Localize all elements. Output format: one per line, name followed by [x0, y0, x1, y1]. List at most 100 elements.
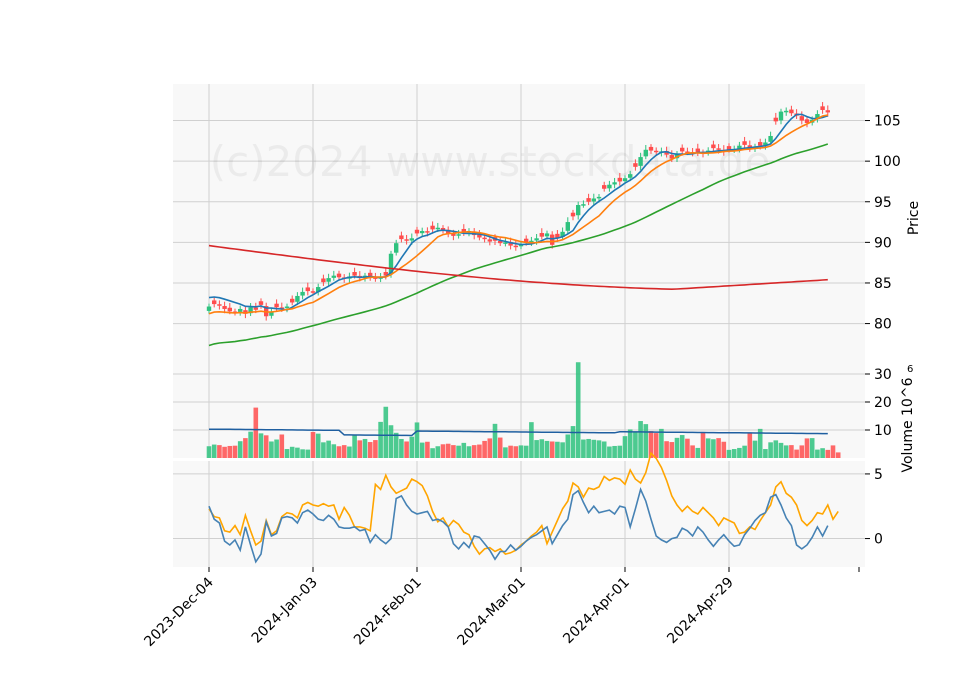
- volume-bar: [768, 442, 773, 458]
- volume-bar: [352, 435, 357, 458]
- candle-body: [669, 155, 674, 159]
- indicator-lines: [208, 451, 839, 564]
- candle-body: [451, 233, 456, 236]
- volume-bar: [326, 440, 331, 458]
- volume-bar: [731, 449, 737, 458]
- candle-body: [279, 307, 284, 309]
- candle-body: [425, 231, 430, 233]
- volume-bar: [310, 431, 316, 458]
- volume-bar: [575, 362, 581, 458]
- volume-bar: [378, 421, 383, 458]
- candle-body: [399, 235, 404, 240]
- y-tick-label: 100: [874, 154, 901, 170]
- candle-body: [726, 146, 732, 150]
- volume-bar: [347, 446, 352, 458]
- candle-body: [633, 163, 638, 167]
- volume-bar: [705, 438, 711, 458]
- volume-bar: [586, 438, 591, 458]
- y-tick-label: 5: [874, 467, 883, 483]
- volume-bar: [321, 442, 326, 458]
- volume-bar: [622, 436, 628, 458]
- volume-bar: [726, 449, 732, 458]
- candle-body: [212, 300, 217, 305]
- volume-axis-label: Volume 10^6: [900, 377, 916, 472]
- volume-bar: [206, 446, 212, 458]
- candle-body: [487, 239, 492, 242]
- volume-bar: [430, 448, 435, 458]
- y-tick-label: 30: [874, 367, 892, 383]
- volume-bar: [835, 452, 841, 458]
- candle-body: [529, 240, 534, 243]
- candle-body: [742, 141, 747, 145]
- volume-bar: [757, 428, 763, 458]
- volume-bar: [737, 447, 742, 458]
- y-tick-label: 105: [874, 114, 901, 130]
- candle-body: [368, 272, 373, 277]
- candle-body: [435, 227, 440, 230]
- volume-bar: [295, 447, 300, 458]
- volume-bar: [477, 444, 482, 458]
- candle-body: [300, 291, 305, 296]
- ma5-line: [208, 113, 829, 311]
- candle-body: [815, 114, 820, 120]
- volume-bar: [679, 435, 685, 458]
- volume-average-line: [209, 428, 828, 437]
- volume-bar: [617, 445, 623, 458]
- volume-bar: [518, 445, 524, 458]
- candle-body: [305, 287, 310, 292]
- volume-bar: [763, 449, 768, 458]
- volume-bar: [773, 440, 779, 458]
- candle-body: [274, 303, 279, 308]
- candle-body: [269, 311, 274, 316]
- ma200-line: [208, 244, 828, 291]
- volume-bar: [456, 445, 461, 458]
- candle-body: [518, 244, 524, 247]
- volume-bar: [227, 445, 233, 458]
- volume-bar: [217, 445, 222, 458]
- volume-bar: [258, 433, 264, 458]
- candle-body: [565, 222, 570, 231]
- volume-bar: [471, 445, 477, 458]
- candle-body: [560, 231, 565, 237]
- candle-body: [638, 157, 643, 166]
- volume-bar: [461, 442, 467, 458]
- volume-bar: [222, 446, 227, 458]
- candle-body: [716, 148, 721, 150]
- candle-body: [394, 243, 399, 253]
- candle-body: [258, 301, 264, 305]
- volume-bar: [539, 439, 545, 458]
- y-tick-label: 0: [874, 532, 883, 548]
- volume-bar: [315, 433, 321, 458]
- candle-body: [544, 233, 550, 237]
- candle-body: [477, 233, 482, 238]
- candle-body: [248, 307, 253, 314]
- volume-bar: [367, 442, 373, 458]
- candle-body: [799, 116, 804, 121]
- volume-bar: [799, 445, 805, 458]
- y-tick-label: 10: [874, 423, 892, 439]
- volume-bar: [820, 448, 825, 458]
- candle-body: [352, 272, 357, 276]
- volume-bar: [534, 440, 539, 458]
- y-tick-label: 90: [874, 235, 892, 251]
- volume-bars: [206, 362, 841, 458]
- volume-bar: [778, 442, 784, 458]
- volume-bar: [279, 434, 285, 458]
- volume-bar: [544, 440, 550, 458]
- candle-body: [388, 253, 394, 274]
- candle-body: [336, 273, 342, 278]
- candle-body: [534, 238, 539, 241]
- candle-body: [789, 109, 794, 114]
- volume-bar: [508, 445, 513, 458]
- volume-bar: [362, 438, 368, 458]
- candle-body: [622, 178, 628, 182]
- volume-bar: [612, 445, 617, 458]
- volume-bar: [565, 434, 571, 458]
- volume-bar: [581, 439, 586, 458]
- price-axis-label: Price: [906, 201, 922, 235]
- candle-body: [654, 150, 659, 153]
- candle-body: [617, 177, 622, 182]
- candle-body: [695, 148, 700, 153]
- x-tick-label: 2024-Apr-29: [664, 575, 737, 648]
- volume-bar: [669, 442, 675, 458]
